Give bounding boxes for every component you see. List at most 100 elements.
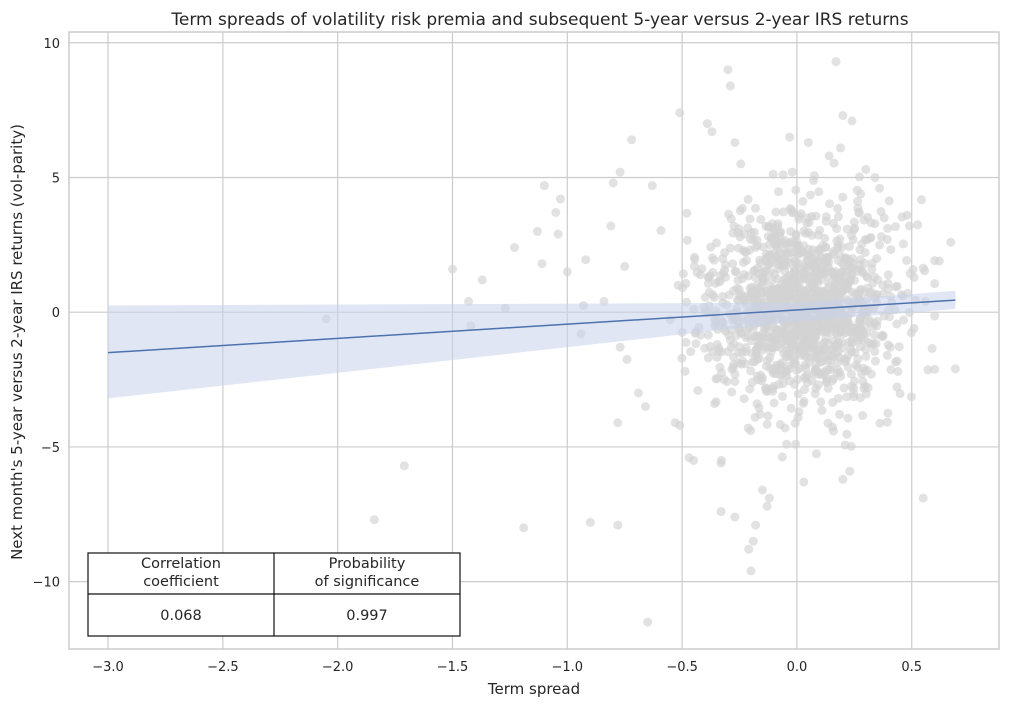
data-point xyxy=(810,352,820,361)
data-point xyxy=(841,283,851,293)
data-point xyxy=(786,403,796,413)
data-point xyxy=(847,338,857,348)
x-axis-label: Term spread xyxy=(487,680,580,698)
data-point xyxy=(730,512,740,522)
data-point xyxy=(737,203,747,213)
data-point xyxy=(794,348,804,357)
data-point xyxy=(539,181,549,191)
data-point xyxy=(399,461,409,471)
data-point xyxy=(689,455,699,465)
data-point xyxy=(917,195,926,205)
data-point xyxy=(830,267,840,277)
data-point xyxy=(723,347,733,357)
y-tick-label: 10 xyxy=(43,37,60,52)
data-point xyxy=(778,170,788,180)
chart-title: Term spreads of volatility risk premia a… xyxy=(170,10,908,30)
data-point xyxy=(803,290,813,300)
data-point xyxy=(765,251,775,260)
data-point xyxy=(891,357,900,367)
y-tick-label: 5 xyxy=(52,171,60,186)
data-point xyxy=(760,274,770,284)
x-tick-label: −1.0 xyxy=(552,660,584,675)
data-point xyxy=(749,227,759,237)
data-point xyxy=(691,339,701,349)
data-point xyxy=(857,266,867,276)
data-point xyxy=(930,256,940,266)
data-point xyxy=(846,230,856,240)
data-point xyxy=(778,391,788,401)
data-point xyxy=(930,364,940,374)
data-point xyxy=(778,257,788,267)
x-tick-label: −3.0 xyxy=(92,660,124,675)
data-point xyxy=(791,439,801,449)
data-point xyxy=(800,385,810,395)
data-point xyxy=(725,81,735,91)
data-point xyxy=(703,353,713,363)
data-point xyxy=(643,617,653,627)
data-point xyxy=(837,242,847,252)
data-point xyxy=(894,342,904,352)
data-point xyxy=(927,344,937,353)
data-point xyxy=(855,172,864,182)
data-point xyxy=(908,265,918,274)
regression-line xyxy=(107,299,956,354)
data-point xyxy=(798,274,808,284)
data-point xyxy=(802,218,812,228)
data-point xyxy=(808,368,818,378)
data-point xyxy=(613,520,623,530)
data-point xyxy=(866,369,876,379)
data-point xyxy=(805,190,815,200)
data-point xyxy=(883,279,893,288)
confidence-band xyxy=(108,290,956,399)
data-point xyxy=(796,209,806,219)
data-point xyxy=(835,234,845,244)
data-point xyxy=(697,264,707,274)
data-point xyxy=(681,278,691,288)
data-point xyxy=(622,354,632,364)
data-point xyxy=(748,536,758,546)
data-point xyxy=(839,383,849,393)
data-point xyxy=(613,418,623,428)
data-point xyxy=(755,409,765,419)
data-point xyxy=(904,221,914,231)
data-point xyxy=(782,439,792,449)
data-point xyxy=(786,227,796,236)
data-point xyxy=(828,426,838,436)
data-point xyxy=(764,493,774,503)
data-point xyxy=(861,164,871,174)
data-point xyxy=(703,330,713,340)
data-point xyxy=(883,270,893,280)
data-point xyxy=(716,507,726,517)
data-point xyxy=(785,238,795,248)
data-point xyxy=(751,344,761,354)
data-point xyxy=(789,253,799,263)
data-point xyxy=(680,366,690,376)
data-point xyxy=(860,248,870,257)
data-point xyxy=(930,311,940,321)
data-point xyxy=(897,212,907,222)
data-point xyxy=(798,196,808,206)
data-point xyxy=(693,386,703,395)
data-point xyxy=(753,241,762,251)
data-point xyxy=(842,392,852,402)
data-point xyxy=(774,187,783,197)
data-point xyxy=(902,256,912,265)
data-point xyxy=(836,371,846,381)
data-point xyxy=(771,207,781,217)
data-point xyxy=(950,364,960,374)
data-point xyxy=(708,290,718,300)
data-point xyxy=(754,283,764,293)
data-point xyxy=(787,167,797,177)
data-point xyxy=(846,381,856,391)
data-point xyxy=(883,408,893,418)
data-point xyxy=(866,233,876,242)
data-point xyxy=(815,345,825,355)
data-point xyxy=(752,354,762,364)
data-point xyxy=(782,352,792,362)
data-point xyxy=(722,377,732,387)
data-point xyxy=(824,279,834,289)
data-point xyxy=(832,224,842,234)
data-point xyxy=(886,245,896,255)
data-point xyxy=(733,275,743,285)
data-point xyxy=(836,143,846,153)
